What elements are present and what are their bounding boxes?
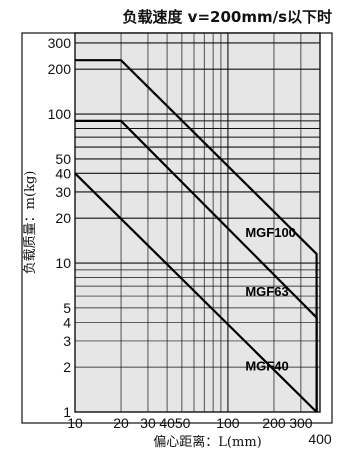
series-label-mgf100: MGF100 — [245, 225, 296, 240]
y-tick-label: 50 — [55, 151, 71, 167]
y-tick-label: 300 — [48, 35, 72, 51]
x-tick-label: 200 — [262, 415, 286, 431]
series-line-mgf63 — [75, 119, 318, 412]
y-tick-label: 4 — [63, 314, 71, 330]
y-tick-label: 5 — [63, 300, 71, 316]
x-tick-label: 300 — [289, 415, 313, 431]
series-lines — [74, 59, 318, 413]
x-tick-label: 100 — [216, 415, 240, 431]
plot-background — [74, 32, 321, 413]
x-tick-label: 4050 — [159, 415, 190, 431]
x-tick-label: 20 — [113, 415, 129, 431]
series-line-mgf40 — [74, 172, 318, 413]
chart-title: 负载速度 v=200mm/s以下时 — [122, 8, 332, 26]
y-tick-label: 200 — [48, 61, 72, 77]
series-label-mgf63: MGF63 — [245, 284, 288, 299]
y-tick-label: 2 — [63, 359, 71, 375]
y-tick-label: 100 — [48, 106, 72, 122]
y-tick-label: 10 — [55, 255, 71, 271]
y-tick-label: 3 — [63, 333, 71, 349]
x-tick-label: 10 — [67, 415, 83, 431]
y-tick-label: 1 — [63, 404, 71, 420]
y-tick-labels: 1 2 3 45 10 20 30 4050 100 200 300 — [48, 35, 72, 420]
y-axis-label: 负载质量：m(kg) — [23, 171, 38, 275]
x-axis-label: 偏心距离：L(mm) — [153, 434, 261, 450]
grid — [75, 33, 320, 413]
series-labels: MGF100 MGF63 MGF40 — [245, 225, 296, 374]
y-tick-label: 20 — [55, 210, 71, 226]
series-label-mgf40: MGF40 — [245, 358, 288, 373]
x-tick-label: 400 — [308, 431, 332, 447]
y-tick-label: 30 — [55, 184, 71, 200]
x-tick-label: 30 — [140, 415, 156, 431]
y-tick-label: 40 — [55, 165, 71, 181]
